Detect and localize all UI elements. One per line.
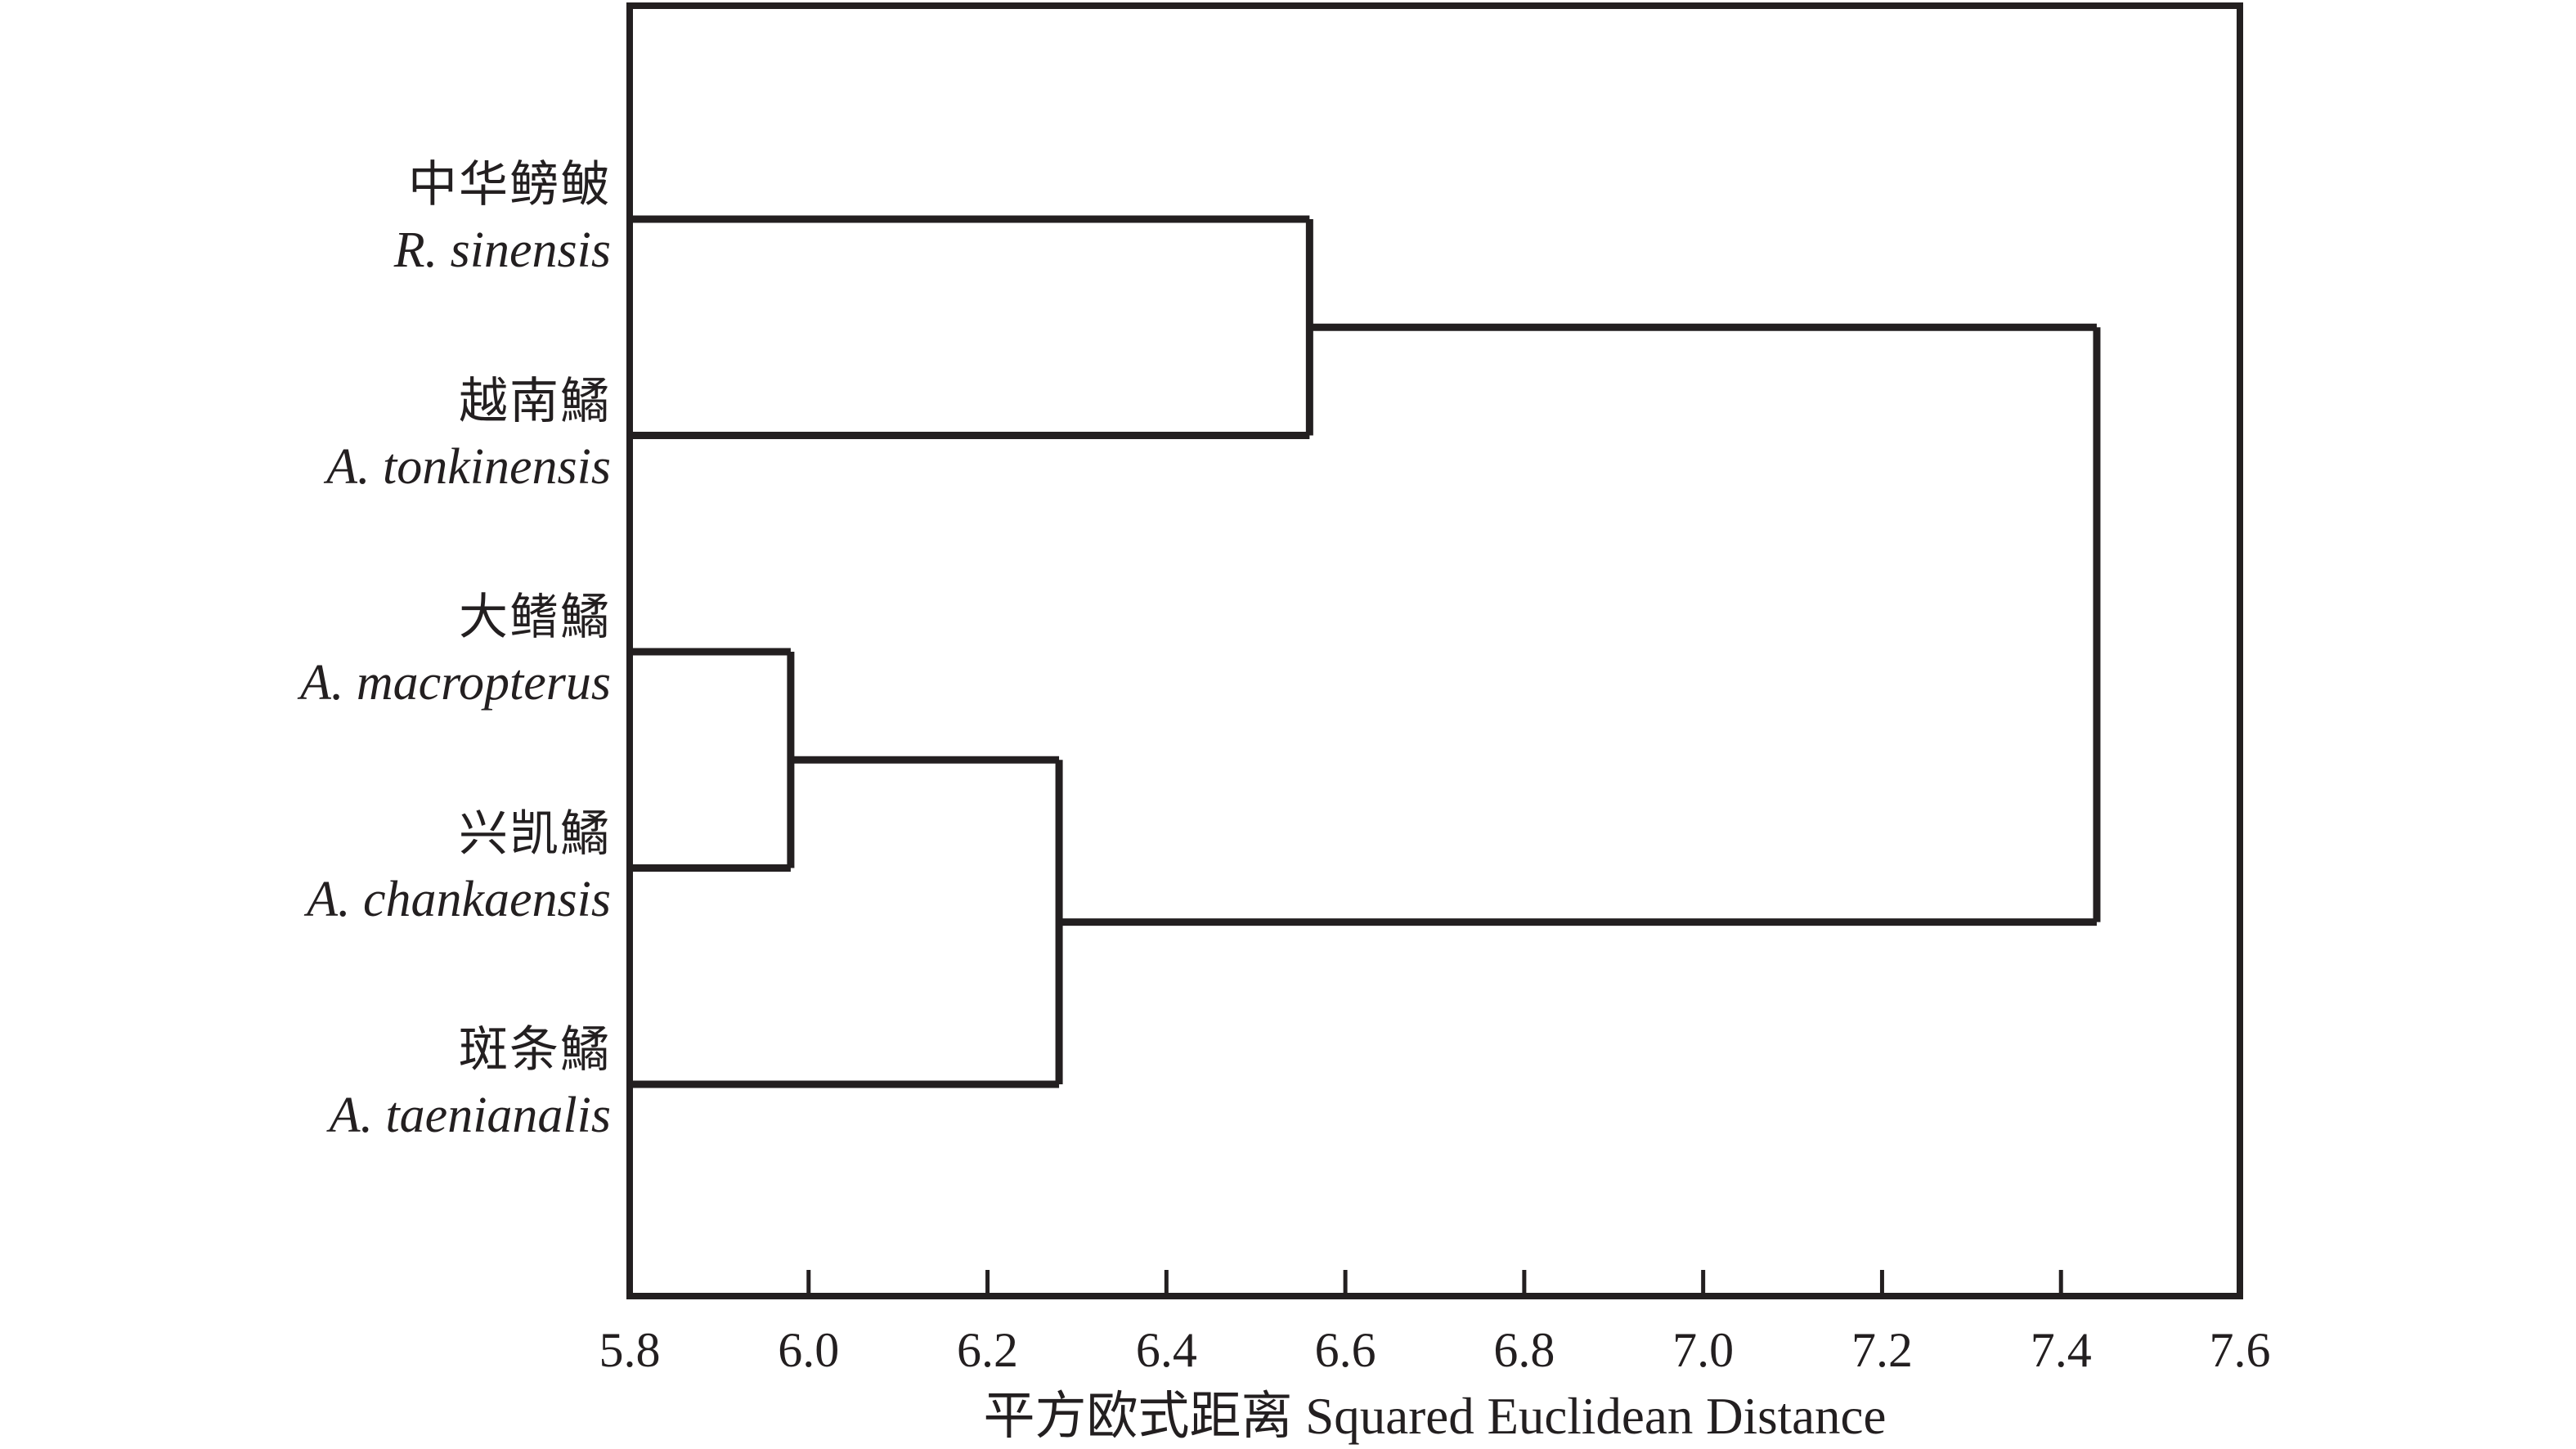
leaf-label-chinese: 兴凯鱊	[459, 806, 611, 861]
plot-border	[626, 2, 2243, 1299]
leaf-label-latin: A. chankaensis	[307, 871, 611, 927]
x-tick-label: 6.8	[1493, 1323, 1555, 1377]
x-tick-label: 7.0	[1672, 1323, 1735, 1377]
leaf-label-chinese: 越南鱊	[459, 374, 611, 428]
x-tick-label: 6.6	[1314, 1323, 1376, 1377]
x-tick-label: 6.2	[957, 1323, 1019, 1377]
leaf-label-latin: A. taenianalis	[329, 1088, 611, 1143]
x-tick-label: 6.4	[1135, 1323, 1197, 1377]
leaf-label-latin: A. tonkinensis	[326, 438, 611, 495]
leaf-label: 斑条鱊 A. taenianalis	[330, 1017, 611, 1148]
x-axis-title: 平方欧式距离 Squared Euclidean Distance	[983, 1388, 1887, 1445]
leaf-label-chinese: 斑条鱊	[459, 1023, 611, 1077]
leaf-label: 大鳍鱊 A. macropterus	[300, 585, 611, 716]
dendrogram-links	[630, 215, 2101, 1088]
leaf-label-latin: A. macropterus	[300, 655, 611, 711]
leaf-label-chinese: 大鳍鱊	[459, 590, 611, 644]
leaf-label: 兴凯鱊 A. chankaensis	[307, 801, 611, 932]
leaf-label: 中华鳑鲏 R. sinensis	[394, 152, 611, 283]
x-axis-ticks	[627, 1270, 2242, 1293]
leaf-label-chinese: 中华鳑鲏	[408, 158, 611, 212]
x-tick-label: 7.2	[1851, 1323, 1913, 1377]
leaf-label: 越南鱊 A. tonkinensis	[326, 369, 611, 500]
x-tick-label: 7.4	[2030, 1323, 2092, 1377]
x-tick-label: 7.6	[2209, 1323, 2271, 1377]
x-tick-label: 5.8	[599, 1323, 661, 1377]
x-tick-label: 6.0	[778, 1323, 840, 1377]
leaf-label-latin: R. sinensis	[393, 222, 611, 278]
